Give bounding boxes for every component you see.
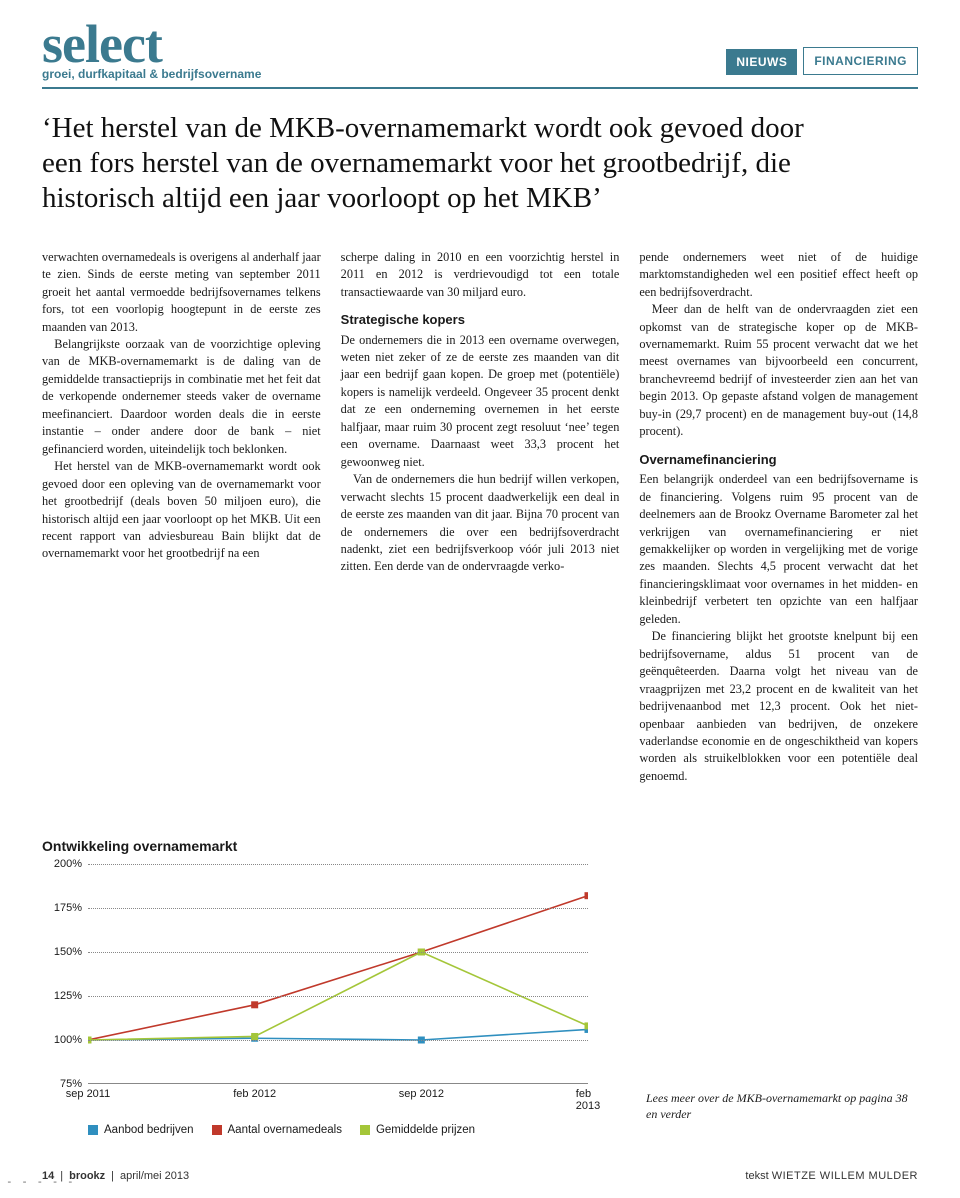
chart-y-label: 150% [42, 946, 82, 958]
chart-marker [251, 1033, 258, 1040]
chart-marker [585, 892, 589, 899]
body-paragraph: verwachten overnamedeals is overigens al… [42, 249, 321, 336]
chart-gridline [88, 1040, 588, 1041]
issue-date: april/mei 2013 [120, 1170, 189, 1182]
chart-gridline [88, 996, 588, 997]
binding-dashes: - - - - - [6, 1175, 75, 1188]
chart-region: Ontwikkeling overnamemarkt 75%100%125%15… [42, 824, 602, 1136]
section-heading: Strategische kopers [341, 311, 620, 329]
body-paragraph: Belangrijkste oorzaak van de voorzichtig… [42, 336, 321, 458]
chart-gridline [88, 952, 588, 953]
chart-marker [251, 1001, 258, 1008]
legend-item: Gemiddelde prijzen [360, 1124, 475, 1136]
legend-swatch [212, 1125, 222, 1135]
chart-line [88, 896, 588, 1040]
body-paragraph: Van de ondernemers die hun bedrijf wille… [341, 471, 620, 576]
tag-financiering: FINANCIERING [803, 47, 918, 75]
legend-label: Gemiddelde prijzen [376, 1124, 475, 1136]
chart-series [88, 864, 588, 1084]
body-paragraph: Meer dan de helft van de ondervraagden z… [639, 301, 918, 441]
chart-gridline [88, 908, 588, 909]
chart: 75%100%125%150%175%200% sep 2011feb 2012… [42, 864, 602, 1114]
column-3: pende ondernemers weet niet of de huidig… [639, 249, 918, 786]
byline-author: WIETZE WILLEM MULDER [772, 1170, 918, 1182]
legend-item: Aanbod bedrijven [88, 1124, 194, 1136]
chart-y-label: 100% [42, 1034, 82, 1046]
legend-swatch [88, 1125, 98, 1135]
chart-y-label: 200% [42, 858, 82, 870]
body-paragraph: Het herstel van de MKB-overnamemarkt wor… [42, 458, 321, 563]
legend-label: Aantal overnamedeals [228, 1124, 342, 1136]
pull-quote: ‘Het herstel van de MKB-overnamemarkt wo… [42, 111, 848, 217]
footer-right: tekst WIETZE WILLEM MULDER [745, 1170, 918, 1182]
legend-label: Aanbod bedrijven [104, 1124, 194, 1136]
chart-x-label: sep 2011 [66, 1088, 110, 1100]
chart-legend: Aanbod bedrijven Aantal overnamedeals Gemi… [42, 1124, 602, 1136]
body-paragraph: pende ondernemers weet niet of de huidig… [639, 249, 918, 301]
body-paragraph: scherpe daling in 2010 en een voorzichti… [341, 249, 620, 301]
chart-plot [88, 864, 588, 1084]
chart-marker [585, 1026, 589, 1033]
brand-block: select groei, durfkapitaal & bedrijfsove… [42, 20, 261, 81]
chart-line [88, 1029, 588, 1040]
tag-list: NIEUWS FINANCIERING [726, 47, 918, 75]
legend-swatch [360, 1125, 370, 1135]
chart-y-label: 175% [42, 902, 82, 914]
tag-nieuws: NIEUWS [726, 49, 797, 75]
body-paragraph: De ondernemers die in 2013 een overname … [341, 332, 620, 472]
body-paragraph: De financiering blijkt het grootste knel… [639, 628, 918, 785]
chart-x-label: feb 2013 [576, 1088, 600, 1112]
chart-y-label: 125% [42, 990, 82, 1002]
column-2: scherpe daling in 2010 en een voorzichti… [341, 249, 620, 786]
chart-wrap: Ontwikkeling overnamemarkt 75%100%125%15… [42, 838, 602, 1136]
brand-title: select [42, 20, 261, 69]
body-paragraph: Een belangrijk onderdeel van een bedrijf… [639, 471, 918, 628]
read-more: Lees meer over de MKB-overnamemarkt op p… [646, 1090, 918, 1122]
masthead-divider [42, 87, 918, 89]
brand-subtitle: groei, durfkapitaal & bedrijfsovername [42, 67, 261, 81]
masthead: select groei, durfkapitaal & bedrijfsove… [42, 20, 918, 81]
chart-x-label: feb 2012 [233, 1088, 276, 1100]
page-footer: 14 | brookz | april/mei 2013 tekst WIETZ… [0, 1170, 960, 1182]
chart-marker [585, 1022, 589, 1029]
byline-prefix: tekst [745, 1170, 768, 1182]
legend-item: Aantal overnamedeals [212, 1124, 342, 1136]
chart-title: Ontwikkeling overnamemarkt [42, 838, 602, 854]
section-heading: Overnamefinanciering [639, 451, 918, 469]
chart-gridline [88, 864, 588, 865]
chart-x-label: sep 2012 [399, 1088, 444, 1100]
body-columns: verwachten overnamedeals is overigens al… [42, 249, 918, 786]
column-1: verwachten overnamedeals is overigens al… [42, 249, 321, 786]
